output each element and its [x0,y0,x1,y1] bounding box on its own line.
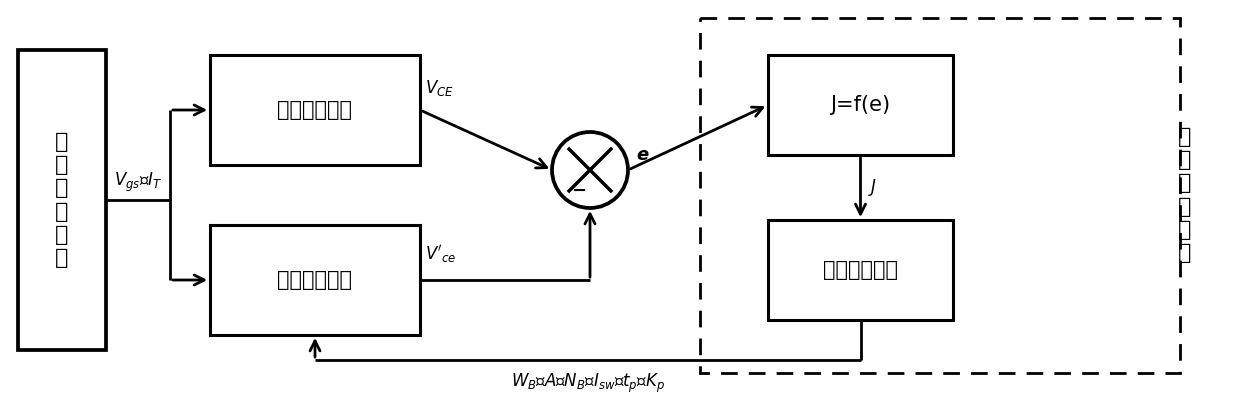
Bar [768,55,954,155]
Text: $W_B$、$A$、$N_B$、$I_{sw}$、$t_p$、$K_p$: $W_B$、$A$、$N_B$、$I_{sw}$、$t_p$、$K_p$ [511,372,665,395]
Text: $J$: $J$ [868,177,878,198]
Text: 神经网络模型: 神经网络模型 [823,260,898,280]
Text: −: − [572,182,587,200]
Text: 参
数
校
准
模
块: 参 数 校 准 模 块 [1178,127,1192,263]
Text: 参数仿真模块: 参数仿真模块 [278,270,352,290]
Bar [210,225,420,335]
Text: e: e [636,146,649,164]
Bar [768,220,954,320]
Text: 电路实测模块: 电路实测模块 [278,100,352,120]
Bar [701,18,1180,373]
Text: $V'_{ce}$: $V'_{ce}$ [425,243,456,265]
Bar [210,55,420,165]
Circle shape [552,132,627,208]
Text: 数
据
输
入
模
块: 数 据 输 入 模 块 [56,132,68,268]
Text: $V_{CE}$: $V_{CE}$ [425,78,454,98]
Text: $V_{gs}$、$I_T$: $V_{gs}$、$I_T$ [114,170,162,194]
Bar [19,50,105,350]
Text: J=f(e): J=f(e) [831,95,890,115]
